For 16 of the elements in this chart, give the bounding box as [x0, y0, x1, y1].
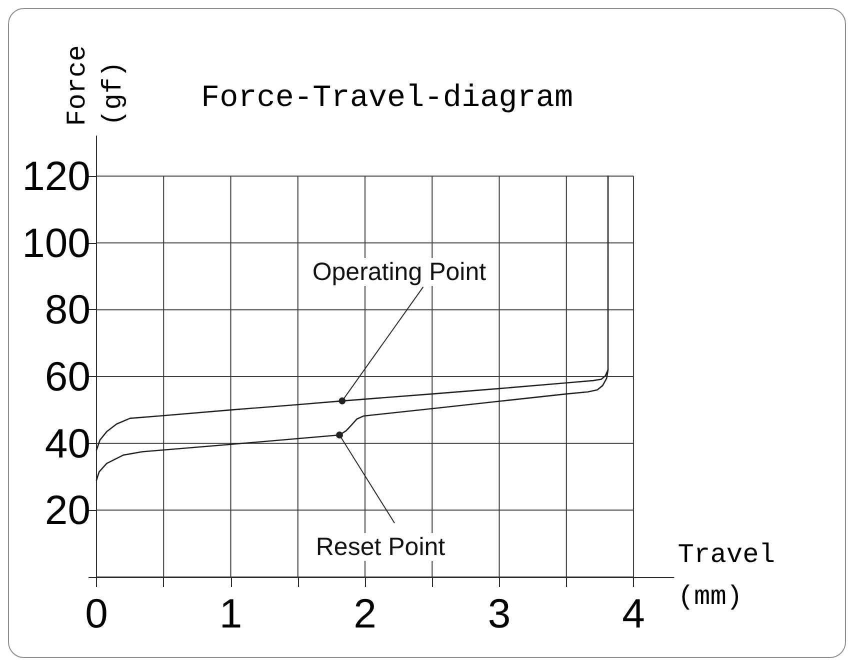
chart-title: Force-Travel-diagram: [201, 81, 574, 116]
y-tick-label: 20: [44, 487, 90, 534]
x-tick-label: 0: [85, 590, 108, 636]
x-axis-title: Travel (mm): [678, 541, 776, 613]
y-tick-label: 60: [44, 354, 90, 400]
annotation: Reset Point: [314, 533, 448, 561]
x-tick-label: 1: [219, 590, 242, 636]
y-tick-label: 120: [22, 153, 90, 200]
annotation: Operating Point: [310, 258, 488, 286]
y-tick-label: 40: [44, 420, 90, 466]
x-tick-label: 3: [488, 590, 511, 636]
x-tick-label: 2: [354, 590, 376, 636]
y-tick-label: 100: [22, 220, 90, 266]
y-tick-label: 80: [44, 286, 90, 333]
y-axis-title: Force (gf): [64, 44, 130, 126]
x-tick-label: 4: [622, 590, 645, 636]
